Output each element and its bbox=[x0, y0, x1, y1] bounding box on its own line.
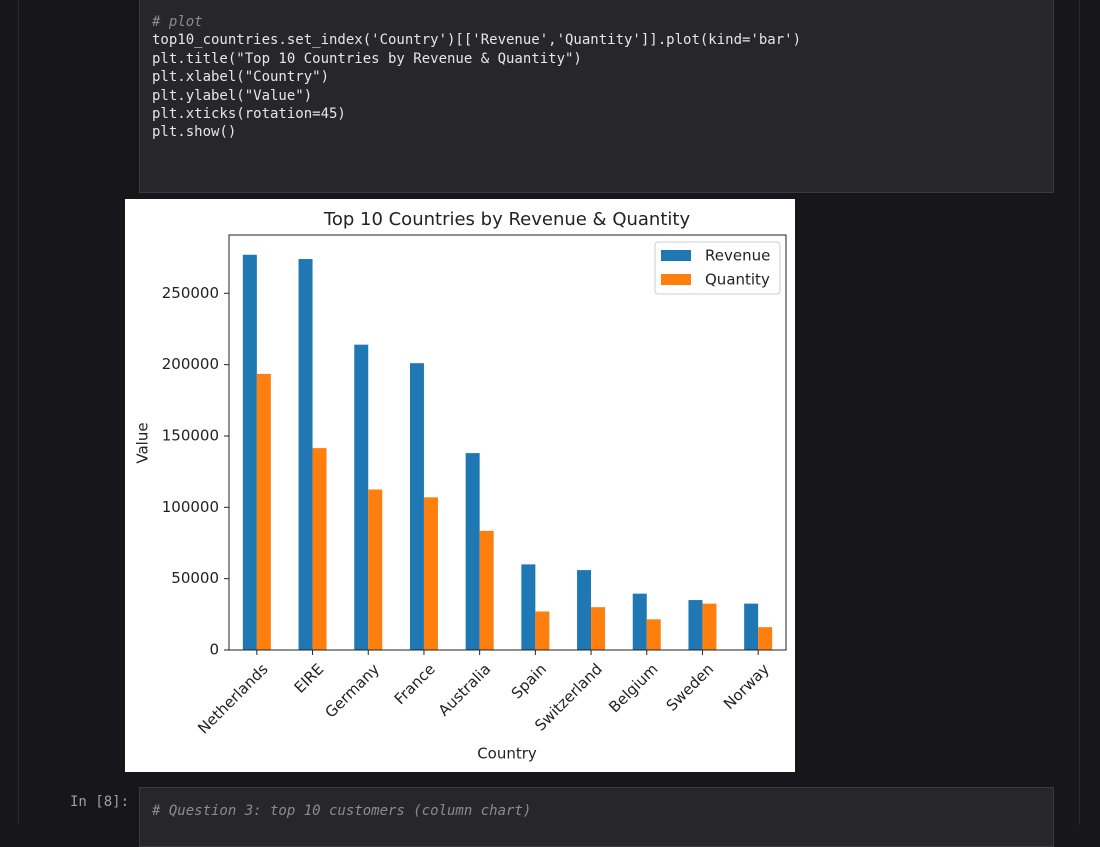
notebook-frame bbox=[18, 0, 1080, 825]
y-tick-label: 0 bbox=[209, 641, 219, 659]
bar bbox=[312, 448, 327, 650]
code-line: plt.xlabel("Country") bbox=[152, 69, 330, 86]
bar bbox=[632, 593, 647, 650]
legend-label: Revenue bbox=[705, 247, 770, 265]
bar bbox=[521, 564, 536, 650]
bar bbox=[591, 607, 606, 650]
bar bbox=[465, 453, 480, 650]
legend-swatch bbox=[661, 250, 691, 261]
bar bbox=[479, 530, 494, 650]
y-axis-label: Value bbox=[134, 422, 152, 463]
y-tick-label: 100000 bbox=[162, 498, 219, 516]
bar bbox=[702, 603, 717, 650]
y-tick-label: 50000 bbox=[171, 569, 219, 587]
legend-swatch bbox=[661, 274, 691, 285]
code-line: top10_countries.set_index('Country')[['R… bbox=[152, 32, 802, 49]
bar bbox=[646, 619, 661, 650]
bar bbox=[758, 627, 773, 650]
code-line: plt.title("Top 10 Countries by Revenue &… bbox=[152, 50, 582, 67]
chart: Top 10 Countries by Revenue & Quantity C… bbox=[125, 199, 795, 772]
page: # plot top10_countries.set_index('Countr… bbox=[18, 0, 1080, 847]
bar bbox=[354, 344, 369, 650]
bar bbox=[577, 570, 592, 650]
bar bbox=[298, 259, 313, 650]
code-line: plt.ylabel("Value") bbox=[152, 87, 313, 104]
y-tick-label: 200000 bbox=[162, 355, 219, 373]
chart-title: Top 10 Countries by Revenue & Quantity bbox=[323, 209, 691, 230]
bar bbox=[744, 603, 759, 650]
bar bbox=[423, 497, 438, 650]
legend-label: Quantity bbox=[705, 271, 770, 289]
y-tick-label: 150000 bbox=[162, 426, 219, 444]
cell-prompt: In [8]: bbox=[70, 794, 130, 810]
code-line: plt.xticks(rotation=45) bbox=[152, 105, 346, 122]
x-axis-label: Country bbox=[477, 745, 537, 763]
y-tick-label: 250000 bbox=[162, 284, 219, 302]
code-line: # Question 3: top 10 customers (column c… bbox=[152, 803, 532, 819]
code-line: # plot bbox=[152, 14, 203, 30]
bar bbox=[688, 600, 703, 650]
bar bbox=[256, 373, 271, 650]
code-line: plt.show() bbox=[152, 124, 237, 141]
axes-frame bbox=[228, 234, 787, 651]
bar bbox=[409, 363, 424, 650]
code-cell[interactable]: # plot top10_countries.set_index('Countr… bbox=[139, 0, 1054, 193]
bar bbox=[535, 611, 550, 650]
bar bbox=[242, 254, 257, 650]
bar bbox=[368, 489, 383, 650]
